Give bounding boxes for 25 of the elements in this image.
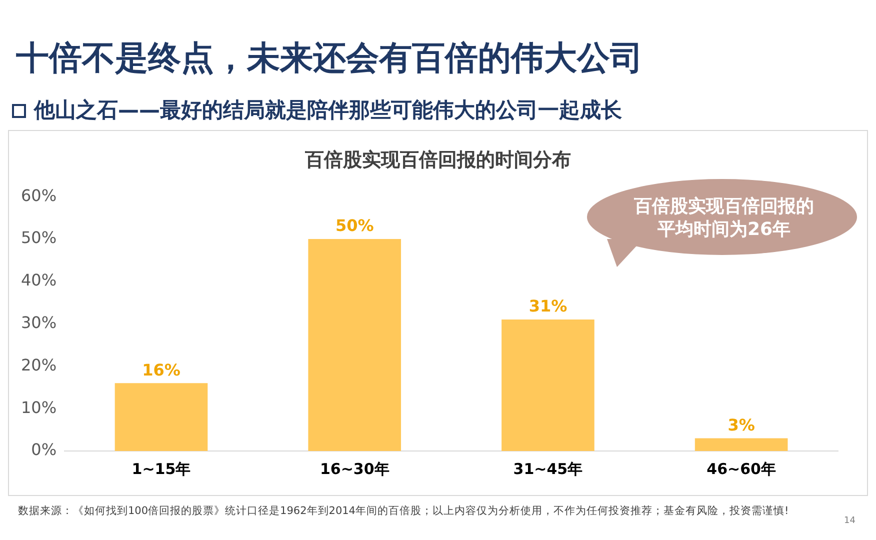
- x-tick-label: 16~30年: [320, 460, 390, 478]
- bar: [114, 383, 208, 451]
- x-tick-label: 31~45年: [513, 460, 583, 478]
- bar: [308, 239, 402, 451]
- bar: [502, 320, 594, 451]
- y-tick-label: 40%: [21, 270, 57, 290]
- y-tick-label: 20%: [21, 355, 57, 374]
- chart-title: 十倍不是终点，未来还会有百倍的伟大公司: [16, 37, 643, 79]
- data-label: 3%: [728, 415, 755, 434]
- y-tick-label: 10%: [21, 398, 57, 417]
- bar: [694, 438, 788, 451]
- x-tick-label: 46~60年: [706, 460, 776, 478]
- data-label: 50%: [335, 216, 374, 236]
- text: 14: [844, 516, 856, 526]
- annotation: 百倍股实现百倍回报的平均时间为26年: [633, 195, 815, 241]
- y-tick-label: 50%: [21, 228, 57, 248]
- x-tick-label: 1~15年: [132, 460, 191, 478]
- y-tick-label: 60%: [21, 186, 57, 205]
- data-label: 31%: [528, 296, 568, 316]
- y-tick-label: 30%: [21, 312, 57, 332]
- chart-subtitle: 他山之石——最好的结局就是陪伴那些可能伟大的公司一起成长: [34, 97, 622, 124]
- y-tick-label: 0%: [31, 440, 57, 460]
- text: 百倍股实现百倍回报的时间分布: [304, 148, 572, 173]
- data-label: 16%: [142, 360, 180, 380]
- source-note: 数据来源：《如何找到100倍回报的股票》统计口径是1962年到2014年间的百倍股；以上内容仅为分析使用，不作为任何投资推荐；基金有风险，投资需谨慎!: [18, 504, 789, 518]
